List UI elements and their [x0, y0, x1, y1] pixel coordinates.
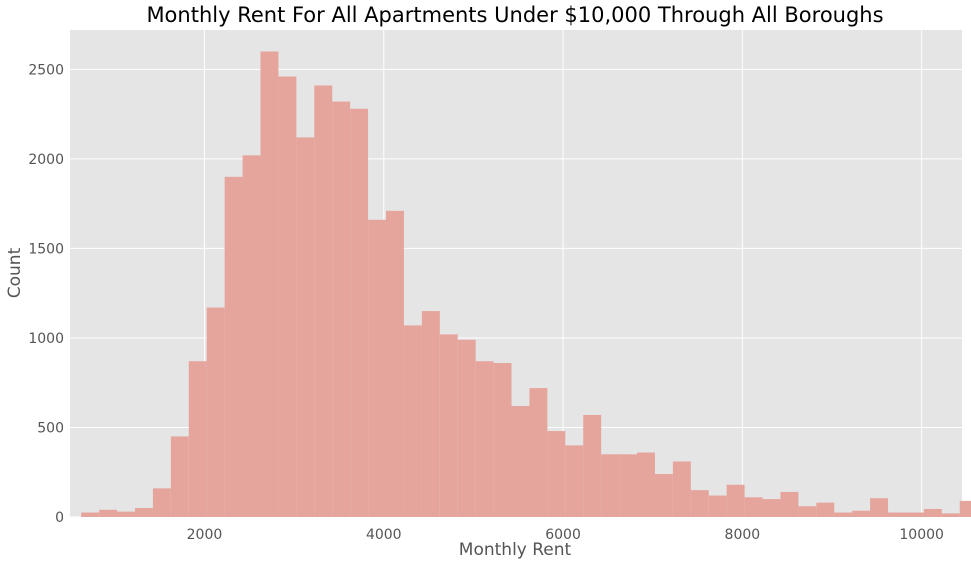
histogram-bar — [923, 508, 942, 517]
histogram-bar — [260, 51, 279, 518]
histogram-bar — [81, 512, 100, 517]
histogram-bar — [242, 155, 261, 518]
x-tick-label: 2000 — [187, 527, 223, 543]
histogram-bar — [798, 506, 817, 517]
histogram-bar — [870, 498, 889, 517]
histogram-bar — [152, 488, 171, 517]
histogram-bar — [637, 452, 655, 517]
chart-title: Monthly Rent For All Apartments Under $1… — [146, 3, 883, 27]
y-tick-label: 0 — [55, 510, 64, 526]
histogram-bar — [511, 405, 530, 517]
histogram-bar — [852, 510, 871, 517]
x-axis-label: Monthly Rent — [459, 540, 572, 560]
histogram-bar — [959, 500, 971, 517]
histogram-bars — [81, 51, 971, 518]
histogram-bar — [224, 176, 243, 518]
histogram-bar — [134, 508, 153, 517]
histogram-bar — [654, 474, 673, 517]
histogram-bar — [672, 461, 691, 517]
histogram-bar — [403, 325, 422, 517]
histogram-bar — [332, 101, 351, 517]
histogram-bar — [314, 85, 333, 518]
histogram-bar — [726, 484, 745, 517]
histogram-bar — [350, 108, 369, 517]
histogram-bar — [905, 512, 924, 517]
y-axis-ticks: 0 500 1000 1500 2000 2500 — [28, 62, 64, 526]
y-axis-label: Count — [5, 247, 25, 298]
histogram-bar — [547, 431, 566, 517]
histogram-bar — [457, 339, 476, 517]
y-tick-label: 1000 — [28, 331, 64, 347]
histogram-bar — [475, 361, 494, 517]
histogram-bar — [708, 495, 727, 517]
histogram-bar — [117, 511, 135, 517]
histogram-bar — [170, 436, 189, 517]
histogram-bar — [565, 445, 584, 517]
y-tick-label: 500 — [37, 420, 64, 436]
histogram-bar — [690, 490, 709, 517]
histogram-bar — [744, 497, 763, 517]
y-tick-label: 2000 — [28, 152, 64, 168]
histogram-bar — [368, 219, 387, 518]
x-tick-label: 6000 — [545, 527, 581, 543]
y-tick-label: 2500 — [28, 62, 64, 78]
histogram-bar — [206, 307, 225, 517]
histogram-bar — [493, 363, 512, 517]
histogram-bar — [780, 491, 799, 517]
y-tick-label: 1500 — [28, 241, 64, 257]
histogram-bar — [529, 388, 548, 517]
histogram-bar — [278, 76, 297, 518]
histogram-bar — [816, 502, 835, 517]
x-axis-ticks: 2000 4000 6000 8000 10000 — [187, 527, 944, 543]
histogram-bar — [99, 509, 118, 517]
histogram-bar — [762, 499, 781, 517]
histogram-bar — [386, 210, 404, 517]
histogram-bar — [941, 513, 960, 517]
histogram-bar — [421, 311, 440, 517]
histogram-bar — [619, 454, 638, 517]
x-tick-label: 4000 — [366, 527, 402, 543]
histogram-bar — [888, 512, 906, 517]
x-tick-label: 8000 — [725, 527, 761, 543]
x-tick-label: 10000 — [899, 527, 944, 543]
histogram-bar — [834, 512, 853, 517]
histogram-bar — [601, 454, 620, 517]
histogram-bar — [296, 137, 315, 518]
histogram-bar — [583, 414, 602, 517]
histogram-bar — [188, 361, 207, 517]
histogram-bar — [439, 334, 458, 517]
